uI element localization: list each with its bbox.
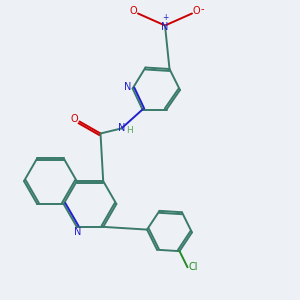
Text: H: H	[127, 126, 133, 135]
Text: +: +	[162, 14, 168, 22]
Text: N: N	[118, 123, 125, 134]
Text: O: O	[193, 5, 200, 16]
Text: -: -	[201, 4, 204, 14]
Text: O: O	[70, 114, 78, 124]
Text: O: O	[130, 5, 137, 16]
Text: Cl: Cl	[188, 262, 198, 272]
Text: N: N	[124, 82, 131, 92]
Text: N: N	[74, 227, 81, 237]
Text: N: N	[161, 22, 169, 32]
